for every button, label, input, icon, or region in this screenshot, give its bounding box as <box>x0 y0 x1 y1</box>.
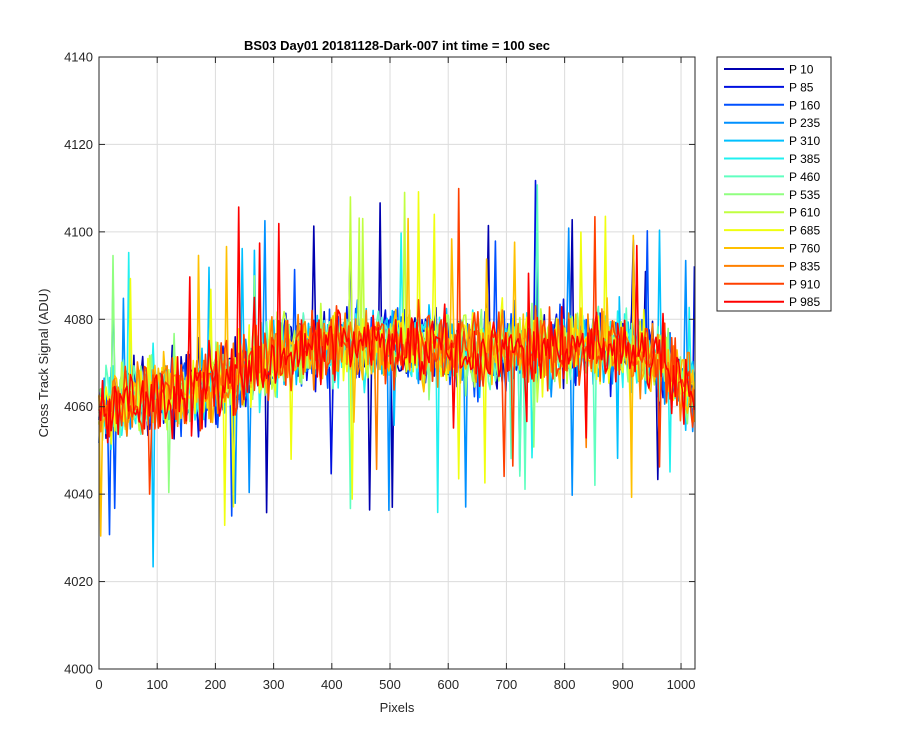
x-tick-label: 100 <box>146 677 168 692</box>
y-tick-label: 4060 <box>64 399 93 414</box>
x-tick-label: 500 <box>379 677 401 692</box>
x-tick-label: 900 <box>612 677 634 692</box>
legend-label: P 835 <box>789 259 820 273</box>
legend-label: P 985 <box>789 295 820 309</box>
legend-label: P 460 <box>789 170 820 184</box>
series-line <box>98 187 696 495</box>
legend-label: P 235 <box>789 116 820 130</box>
legend-label: P 760 <box>789 242 820 256</box>
y-tick-label: 4100 <box>64 224 93 239</box>
legend-label: P 160 <box>789 98 820 112</box>
x-tick-label: 200 <box>205 677 227 692</box>
legend-box <box>716 56 832 312</box>
data-traces <box>98 179 696 568</box>
y-tick-label: 4000 <box>64 662 93 677</box>
legend: P 10 P 85 P 160 P 235 P 310 P 385 P 460 P 535 P … <box>716 56 832 312</box>
x-tick-label: 700 <box>496 677 518 692</box>
x-tick-label: 800 <box>554 677 576 692</box>
x-tick-label: 300 <box>263 677 285 692</box>
x-tick-label: 1000 <box>667 677 696 692</box>
legend-label: P 10 <box>789 63 814 77</box>
legend-label: P 85 <box>789 80 814 94</box>
x-tick-label: 0 <box>95 677 102 692</box>
y-tick-label: 4140 <box>64 50 93 65</box>
y-tick-label: 4040 <box>64 487 93 502</box>
y-axis-label: Cross Track Signal (ADU) <box>36 289 51 438</box>
y-tick-label: 4020 <box>64 574 93 589</box>
legend-label: P 910 <box>789 277 820 291</box>
x-tick-label: 400 <box>321 677 343 692</box>
legend-label: P 685 <box>789 224 820 238</box>
x-axis-label: Pixels <box>380 700 415 715</box>
y-tick-label: 4080 <box>64 312 93 327</box>
x-axis-ticks: 0 100 200 300 400 500 600 700 800 900 1000 <box>95 57 695 692</box>
legend-label: P 310 <box>789 134 820 148</box>
legend-label: P 610 <box>789 206 820 220</box>
chart-title: BS03 Day01 20181128-Dark-007 int time = … <box>244 38 550 53</box>
y-tick-label: 4120 <box>64 137 93 152</box>
x-tick-label: 600 <box>437 677 459 692</box>
legend-label: P 535 <box>789 188 820 202</box>
legend-label: P 385 <box>789 152 820 166</box>
plot-frame <box>98 56 696 670</box>
series-line <box>98 206 696 444</box>
y-axis-ticks: 4000 4020 4040 4060 4080 4100 4120 4140 <box>64 50 695 677</box>
